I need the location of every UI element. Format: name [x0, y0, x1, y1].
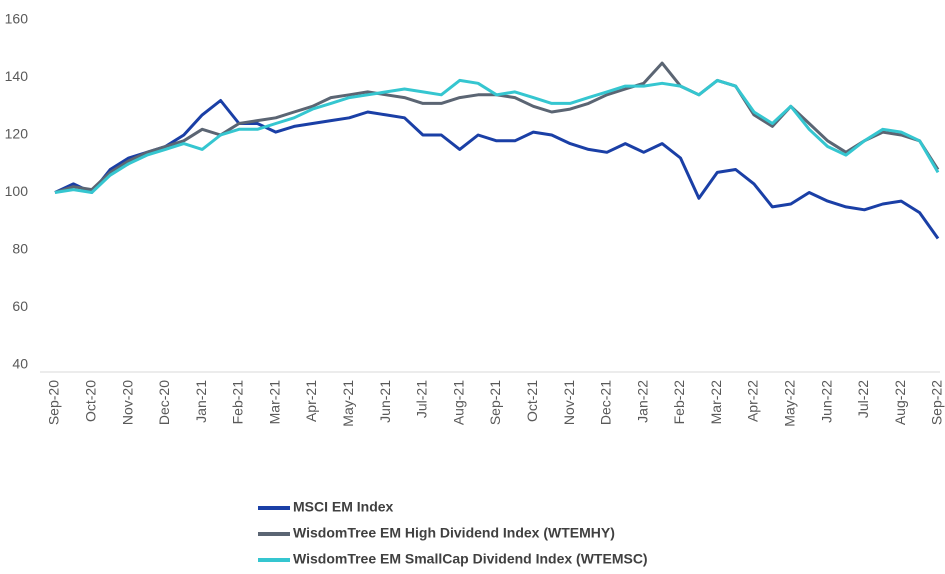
y-tick-label: 100	[5, 183, 29, 199]
x-tick-label: Jul-22	[855, 380, 871, 418]
x-tick-label: Dec-20	[156, 380, 172, 425]
x-tick-label: Apr-22	[745, 380, 761, 422]
x-tick-label: Jul-21	[414, 380, 430, 418]
series-line	[54, 78, 940, 194]
x-tick-label: Jun-22	[818, 380, 834, 423]
x-tick-label: Sep-20	[46, 380, 62, 425]
series-line	[54, 61, 940, 194]
x-tick-label: Oct-20	[82, 380, 98, 422]
x-tick-label: Feb-22	[671, 380, 687, 425]
x-tick-label: Mar-21	[266, 380, 282, 425]
legend-label: WisdomTree EM High Dividend Index (WTEMH…	[293, 525, 615, 541]
x-tick-label: May-22	[782, 380, 798, 427]
x-tick-label: Jun-21	[377, 380, 393, 423]
y-tick-label: 80	[12, 241, 28, 257]
x-tick-label: Nov-20	[119, 380, 135, 425]
x-tick-label: Aug-21	[450, 380, 466, 425]
x-tick-label: Jan-22	[634, 380, 650, 423]
x-tick-label: Apr-21	[303, 380, 319, 422]
x-tick-label: Mar-22	[708, 380, 724, 425]
series-line	[54, 99, 940, 240]
x-tick-label: Jan-21	[193, 380, 209, 423]
x-tick-label: Oct-21	[524, 380, 540, 422]
x-tick-label: Sep-22	[929, 380, 945, 425]
y-tick-label: 40	[12, 356, 28, 372]
y-tick-label: 140	[5, 68, 29, 84]
x-tick-label: Feb-21	[230, 380, 246, 425]
x-tick-label: Aug-22	[892, 380, 908, 425]
x-tick-label: Dec-21	[598, 380, 614, 425]
legend-label: WisdomTree EM SmallCap Dividend Index (W…	[293, 551, 648, 567]
x-tick-label: May-21	[340, 380, 356, 427]
x-tick-label: Nov-21	[561, 380, 577, 425]
legend-label: MSCI EM Index	[293, 499, 394, 515]
y-tick-label: 60	[12, 298, 28, 314]
y-tick-label: 120	[5, 126, 29, 142]
x-tick-label: Sep-21	[487, 380, 503, 425]
y-tick-label: 160	[5, 11, 29, 27]
